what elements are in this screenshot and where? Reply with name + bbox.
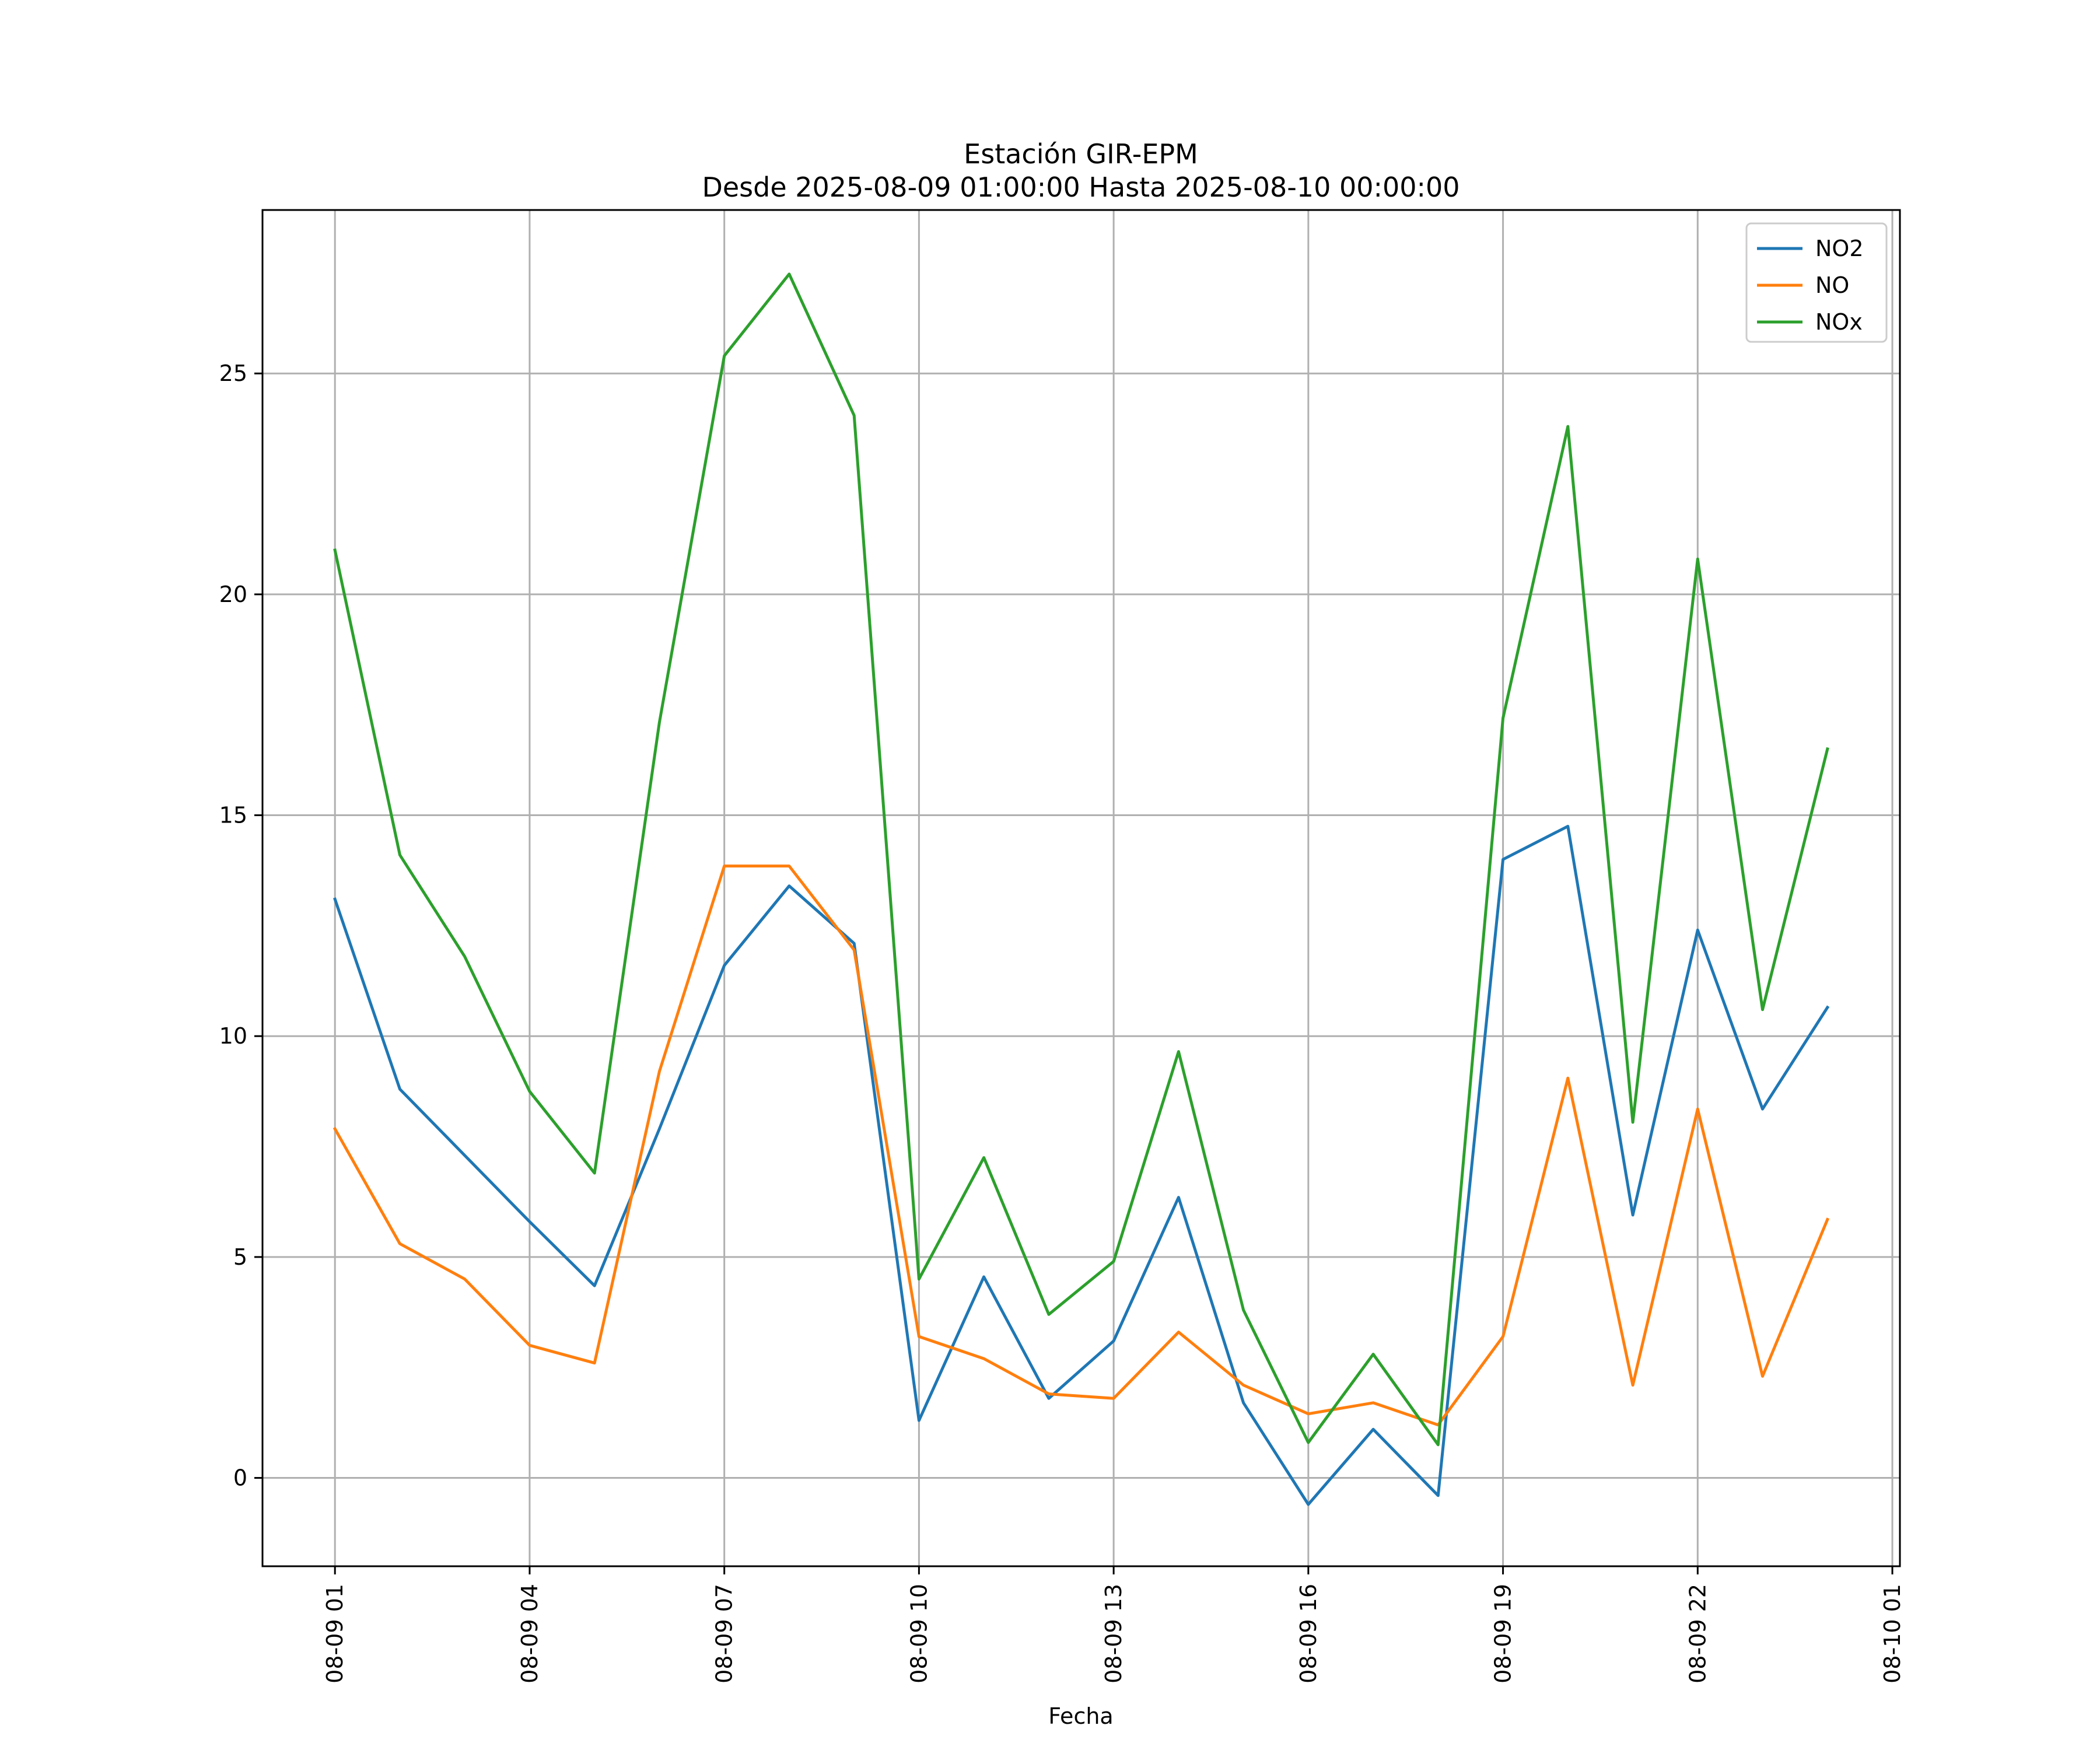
x-tick-label: 08-09 01 — [322, 1584, 348, 1684]
y-tick-label: 5 — [233, 1244, 247, 1270]
x-axis-label: Fecha — [1048, 1703, 1113, 1729]
y-tick-label: 20 — [219, 582, 247, 607]
legend-box — [1745, 222, 1888, 343]
x-tick-label: 08-09 19 — [1490, 1584, 1516, 1684]
x-tick-label: 08-09 04 — [517, 1584, 542, 1684]
y-tick-label: 0 — [233, 1465, 247, 1491]
x-tick-label: 08-09 16 — [1296, 1584, 1321, 1684]
series-line-no — [332, 864, 1830, 1427]
plot-area — [262, 210, 1900, 1566]
x-tick-label: 08-09 22 — [1685, 1584, 1710, 1684]
chart-title: Estación GIR-EPM — [964, 138, 1198, 170]
plot-frame — [261, 209, 1901, 1567]
legend: NO2 NO NOx — [1745, 222, 1888, 343]
series-line-nox — [333, 272, 1829, 1447]
y-tick-label: 25 — [219, 360, 247, 386]
series-line-no2 — [333, 825, 1830, 1506]
axis-ticks: 08-09 01 08-09 04 08-09 07 08-09 10 08-09 13… — [219, 360, 1905, 1684]
legend-label-no2: NO2 — [1815, 236, 1864, 261]
x-tick-label: 08-09 07 — [712, 1584, 737, 1684]
chart-subtitle: Desde 2025-08-09 01:00:00 Hasta 2025-08-… — [702, 172, 1460, 203]
y-tick-label: 15 — [219, 803, 247, 828]
x-tick-label: 08-09 13 — [1101, 1584, 1126, 1684]
legend-label-no: NO — [1815, 272, 1849, 298]
legend-label-nox: NOx — [1815, 309, 1863, 335]
x-tick-label: 08-09 10 — [906, 1584, 932, 1684]
x-tick-label: 08-10 01 — [1880, 1584, 1905, 1684]
grid — [262, 210, 1900, 1566]
y-tick-label: 10 — [219, 1023, 247, 1049]
series-group — [332, 272, 1830, 1506]
